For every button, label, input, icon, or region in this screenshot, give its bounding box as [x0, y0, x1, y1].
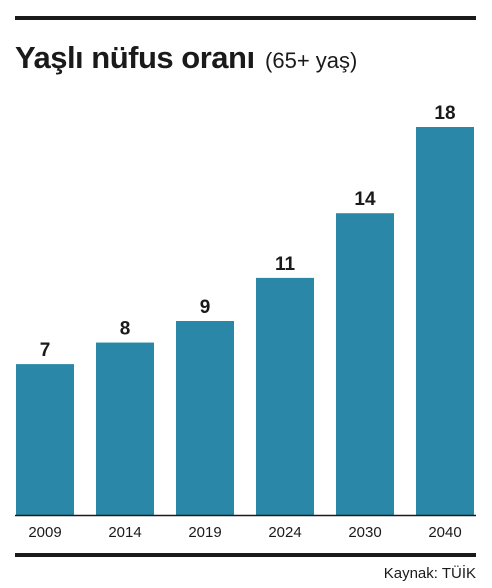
- bar-2019: [176, 321, 234, 515]
- value-label-2019: 9: [200, 297, 211, 318]
- value-label-2009: 7: [40, 340, 51, 361]
- tick-label-2014: 2014: [108, 524, 141, 541]
- bar-2030: [336, 213, 394, 515]
- chart-subtitle: (65+ yaş): [265, 48, 358, 73]
- top-rule: [15, 16, 476, 20]
- tick-label-2019: 2019: [188, 524, 221, 541]
- tick-label-2040: 2040: [428, 524, 461, 541]
- chart-title: Yaşlı nüfus oranı: [15, 40, 255, 75]
- bar-2014: [96, 342, 154, 515]
- source-note: Kaynak: TÜİK: [383, 565, 476, 582]
- value-label-2024: 11: [275, 254, 296, 275]
- bar-2009: [16, 364, 74, 515]
- value-label-2014: 8: [120, 319, 131, 340]
- value-label-2030: 14: [354, 189, 376, 210]
- tick-label-2024: 2024: [268, 524, 301, 541]
- bottom-rule: [15, 553, 476, 557]
- tick-label-2030: 2030: [348, 524, 381, 541]
- bar-2040: [416, 127, 474, 515]
- title-row: Yaşlı nüfus oranı (65+ yaş): [15, 40, 357, 76]
- tick-label-2009: 2009: [28, 524, 61, 541]
- bar-2024: [256, 277, 314, 515]
- value-label-2040: 18: [434, 103, 455, 124]
